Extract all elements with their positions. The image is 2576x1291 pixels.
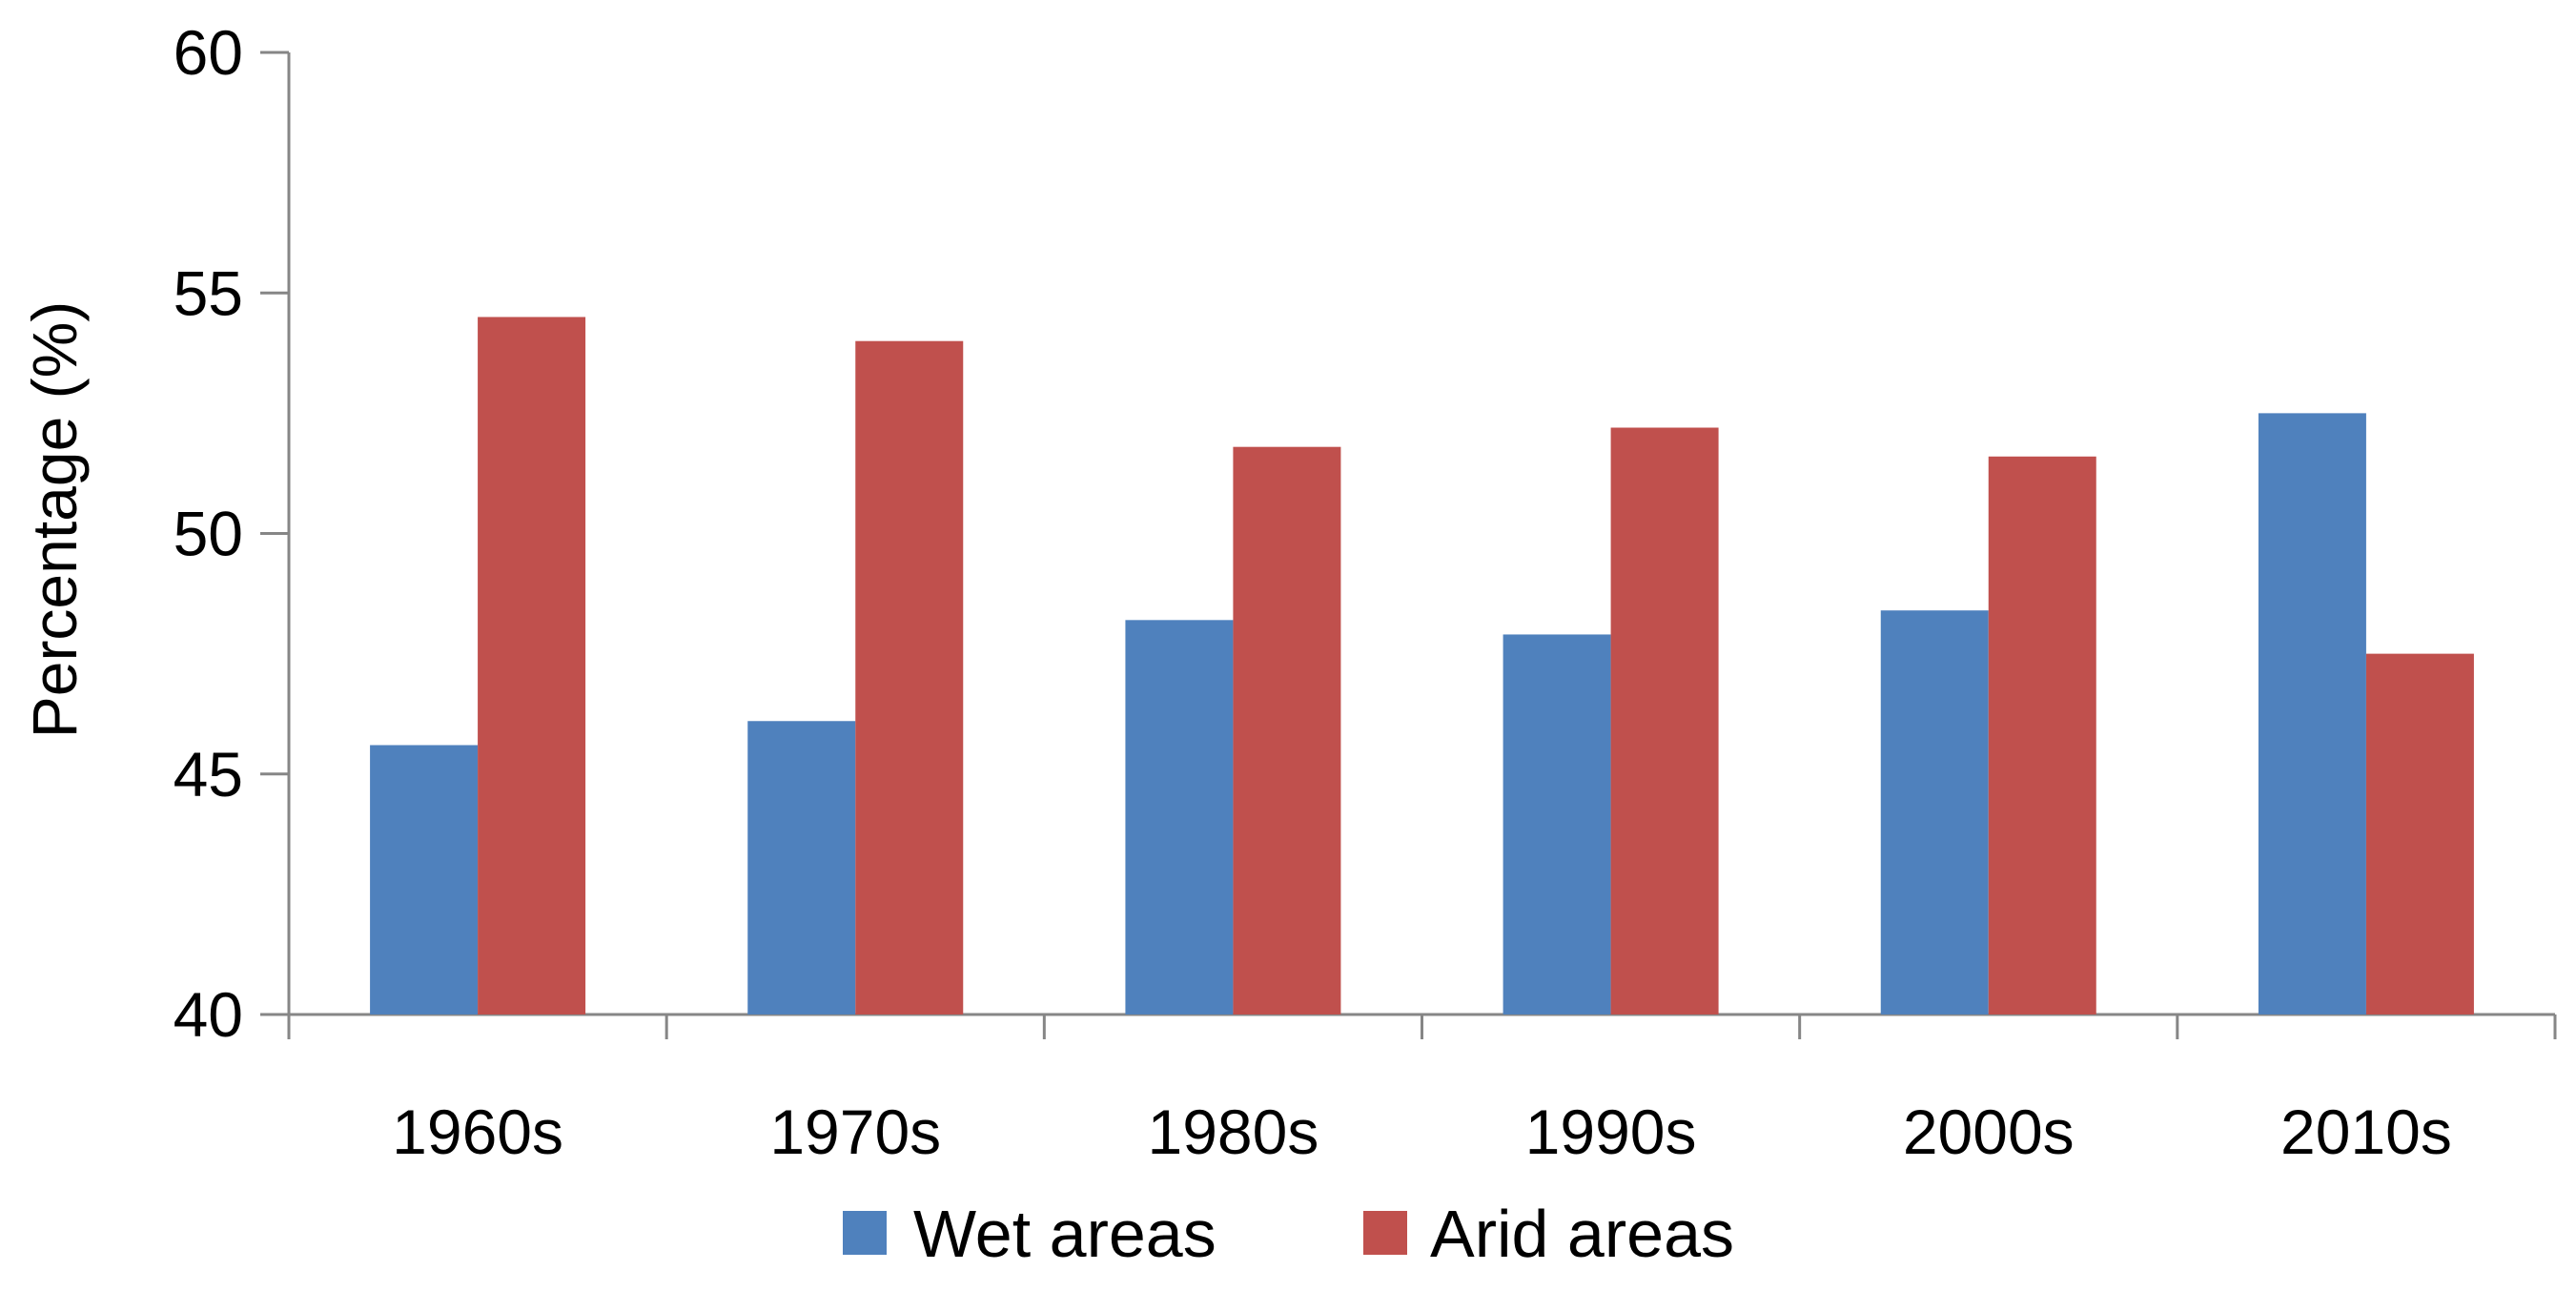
bar-wet-areas-2010s bbox=[2258, 413, 2366, 1014]
legend-swatch-wet-areas bbox=[843, 1211, 887, 1255]
bar-wet-areas-1980s bbox=[1125, 620, 1234, 1014]
bar-wet-areas-2000s bbox=[1880, 610, 1989, 1014]
x-tick-label: 1960s bbox=[392, 1096, 563, 1167]
y-tick-label: 40 bbox=[174, 979, 243, 1050]
legend-label-wet-areas: Wet areas bbox=[913, 1197, 1216, 1271]
bar-wet-areas-1970s bbox=[747, 721, 856, 1014]
y-tick-label: 60 bbox=[174, 17, 243, 88]
y-axis: 40 45 50 55 60 bbox=[174, 17, 291, 1050]
legend: Wet areas Arid areas bbox=[843, 1197, 1734, 1271]
legend-swatch-arid-areas bbox=[1363, 1211, 1407, 1255]
x-axis: 1960s 1970s 1980s 1990s 2000s 2010s bbox=[287, 1013, 2557, 1167]
x-tick-label: 2010s bbox=[2280, 1096, 2452, 1167]
y-tick-label: 55 bbox=[174, 257, 243, 328]
bar-wet-areas-1960s bbox=[370, 745, 479, 1014]
y-axis-title: Percentage (%) bbox=[19, 301, 90, 739]
bar-arid-areas-1990s bbox=[1610, 427, 1719, 1014]
bar-arid-areas-1960s bbox=[478, 317, 586, 1015]
y-tick-label: 50 bbox=[174, 499, 243, 569]
bars bbox=[370, 317, 2474, 1015]
bar-arid-areas-2010s bbox=[2365, 653, 2474, 1014]
bar-arid-areas-1980s bbox=[1233, 446, 1341, 1014]
x-tick-label: 1990s bbox=[1525, 1096, 1697, 1167]
x-tick-label: 2000s bbox=[1903, 1096, 2075, 1167]
x-tick-label: 1970s bbox=[769, 1096, 941, 1167]
x-tick-label: 1980s bbox=[1148, 1096, 1319, 1167]
bar-wet-areas-1990s bbox=[1503, 634, 1611, 1014]
bar-arid-areas-1970s bbox=[855, 340, 964, 1014]
bar-arid-areas-2000s bbox=[1988, 456, 2096, 1014]
y-tick-label: 45 bbox=[174, 739, 243, 809]
legend-label-arid-areas: Arid areas bbox=[1430, 1197, 1734, 1271]
